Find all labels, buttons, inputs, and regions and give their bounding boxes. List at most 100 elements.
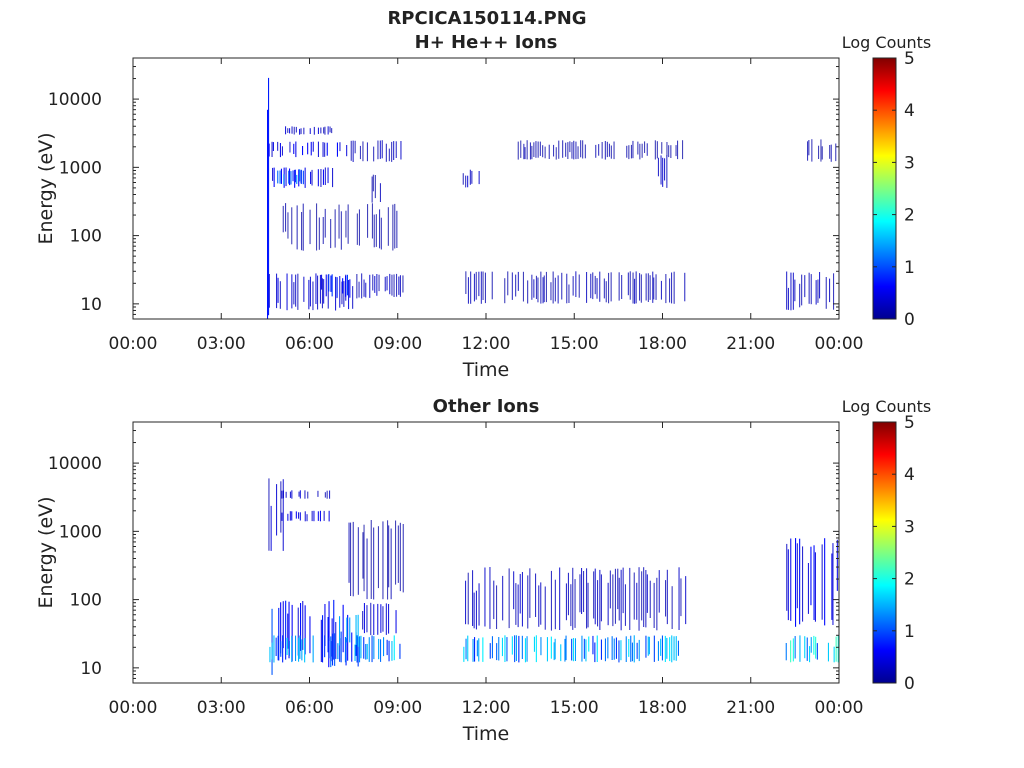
spectrogram-stripe [339,142,341,152]
spectrogram-stripe [347,204,349,244]
spectrogram-stripe [317,141,319,157]
spectrogram-stripe [553,642,555,661]
spectrogram-stripe [300,128,302,135]
spectrogram-stripe [282,601,284,649]
spectrogram-stripe [786,543,788,611]
colorbar-tick-label: 5 [904,49,915,69]
spectrogram-stripe [621,275,623,299]
spectrogram-stripe [339,638,341,662]
spectrogram-stripe [376,274,378,296]
spectrogram-stripe [632,272,634,304]
spectrogram-stripe [352,286,354,309]
spectrogram-stripe [370,520,372,599]
spectrogram-stripe [270,505,272,551]
spectrogram-stripe [352,521,354,597]
spectrogram-stripe [320,127,322,134]
spectrogram-stripe [286,273,288,311]
spectrogram-region [268,141,348,158]
spectrogram-stripe [317,490,319,497]
spectrogram-stripe [579,574,581,613]
spectrogram-stripe [325,274,327,297]
colorbar-tick-label: 3 [904,153,915,173]
spectrogram-stripe [633,572,635,620]
spectrogram-stripe [366,643,368,660]
spectrogram-stripe [664,635,666,662]
spectrogram-stripe [285,167,287,187]
spectrogram-stripe [531,274,533,300]
spectrogram-stripe [392,204,394,251]
spectrogram-stripe [610,272,612,302]
spectrogram-stripe [308,279,310,310]
spectrogram-stripe [562,140,564,158]
spectrogram-stripe [544,586,546,630]
spectrogram-stripe [320,169,322,187]
spectrogram-region [268,478,284,551]
spectrogram-stripe [794,279,796,302]
spectrogram-stripe [618,272,620,301]
spectrogram-stripe [480,271,482,304]
spectrogram-stripe [517,584,519,628]
spectrogram-stripe [293,126,295,135]
spectrogram-stripe [287,513,289,521]
spectrogram-stripe [330,641,332,662]
spectrogram-stripe [584,144,586,159]
spectrogram-stripe [309,616,311,654]
spectrogram-stripe [514,635,516,663]
colorbar-tick-label: 2 [904,206,915,226]
spectrogram-stripe [645,273,647,301]
spectrogram-stripe [309,276,311,307]
spectrogram-stripe [666,155,668,188]
spectrogram-stripe [302,601,304,650]
y-tick-label: 10 [80,659,102,679]
spectrogram-stripe [295,274,297,307]
spectrogram-stripe [317,511,319,521]
spectrogram-stripe [268,274,270,308]
spectrogram-stripe [627,272,629,296]
y-axis-label: Energy (eV) [35,132,57,244]
spectrogram-stripe [391,274,393,296]
spectrogram-stripe [807,563,809,614]
spectrogram-stripe [474,637,476,662]
spectrogram-stripe [673,636,675,661]
spectrogram-stripe [535,141,537,158]
spectrogram-stripe [324,142,326,157]
spectrogram-stripe [660,155,662,185]
spectrogram-stripe [533,636,535,652]
spectrogram-stripe [379,140,381,159]
spectrogram-stripe [389,273,391,295]
spectrogram-stripe [334,633,336,666]
spectrogram-stripe [564,638,566,662]
spectrogram-stripe [559,567,561,630]
spectrogram-stripe [508,568,510,629]
spectrogram-stripe [472,639,474,662]
spectrogram-stripe [299,128,301,135]
spectrogram-stripe [275,637,277,656]
spectrogram-stripe [593,571,595,619]
spectrogram-stripe [813,545,815,620]
spectrogram-stripe [338,204,340,239]
spectrogram-stripe [548,144,550,159]
spectrogram-stripe [815,636,817,659]
spectrogram-stripe [799,538,801,625]
spectrogram-stripe [399,643,401,659]
spectrogram-stripe [327,126,329,135]
spectrogram-stripe [684,272,686,302]
spectrogram-stripe [601,142,603,159]
spectrogram-stripe [544,146,546,159]
spectrogram-stripe [626,145,628,158]
spectrogram-stripe [370,602,372,636]
spectrogram-stripe [639,143,641,160]
colorbar: Log Counts 0 1 2 3 4 5 [842,33,932,330]
spectrogram-stripe [643,567,645,627]
spectrogram-stripe [304,490,306,499]
spectrogram-stripe [324,167,326,185]
spectrogram-stripe [605,281,607,303]
spectrogram-stripe [367,204,369,238]
spectrogram-stripe [289,141,291,153]
spectrogram-stripe [810,546,812,606]
spectrogram-stripe [573,140,575,160]
spectrogram-stripe [629,567,631,630]
spectrogram-stripe [554,638,556,660]
spectrogram-stripe [810,274,812,305]
spectrogram-stripe [365,644,367,660]
